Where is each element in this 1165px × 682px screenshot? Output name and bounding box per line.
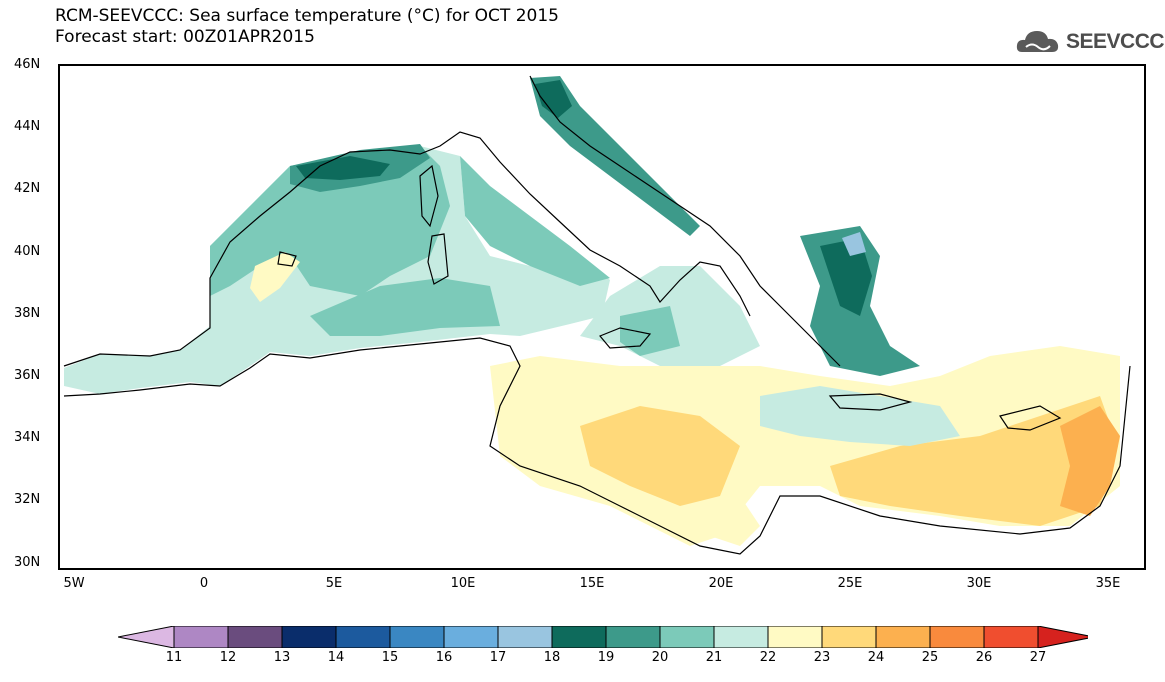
balearic-warm — [250, 252, 300, 302]
lat-label-30n: 30N — [14, 555, 41, 570]
colorbar-cell — [821, 625, 877, 649]
colorbar-label: 13 — [273, 650, 291, 665]
colorbar-cell — [335, 625, 391, 649]
colorbar-label: 20 — [651, 650, 669, 665]
colorbar-svg — [117, 625, 1095, 649]
adriatic — [530, 76, 700, 236]
lat-label-42n: 42N — [14, 181, 41, 196]
lon-label-20e: 20E — [708, 576, 734, 591]
lon-label-30e: 30E — [966, 576, 992, 591]
sst-map — [58, 64, 1146, 570]
colorbar-cell — [659, 625, 715, 649]
lon-label-35e: 35E — [1095, 576, 1121, 591]
colorbar-label: 25 — [921, 650, 939, 665]
lon-label-5e: 5E — [325, 576, 343, 591]
lon-label-25e: 25E — [837, 576, 863, 591]
aegean-core — [820, 238, 872, 316]
levantine-hot — [1060, 406, 1120, 516]
chart-subtitle: Forecast start: 00Z01APR2015 — [55, 27, 315, 47]
colorbar — [117, 625, 1095, 649]
tyrrhenian — [460, 156, 610, 286]
logo-text: SEEVCCC — [1066, 30, 1165, 53]
colorbar-label: 11 — [165, 650, 183, 665]
colorbar-cell — [767, 625, 823, 649]
seevccc-logo: SEEVCCC — [1016, 24, 1165, 58]
colorbar-label: 14 — [327, 650, 345, 665]
levantine-warm — [830, 396, 1118, 526]
adriatic-north — [535, 80, 572, 118]
coastlines — [63, 75, 1131, 555]
aegean-cool — [842, 232, 866, 256]
colorbar-label: 22 — [759, 650, 777, 665]
colorbar-cell — [173, 625, 229, 649]
ionian-west — [620, 306, 680, 356]
chart-title: RCM-SEEVCCC: Sea surface temperature (°C… — [55, 6, 559, 26]
colorbar-label: 26 — [975, 650, 993, 665]
colorbar-label: 21 — [705, 650, 723, 665]
algerian-band — [310, 278, 500, 336]
colorbar-cell — [929, 625, 985, 649]
colorbar-label: 17 — [489, 650, 507, 665]
colorbar-label: 24 — [867, 650, 885, 665]
colorbar-cell — [389, 625, 445, 649]
lat-label-34n: 34N — [14, 430, 41, 445]
colorbar-label: 23 — [813, 650, 831, 665]
gulf-of-lion-core — [296, 156, 390, 180]
western-basin-warm — [210, 146, 450, 296]
colorbar-low-arrow — [117, 625, 175, 649]
lat-label-44n: 44N — [14, 119, 41, 134]
gulf-of-sidra — [700, 496, 760, 546]
colorbar-cell — [713, 625, 769, 649]
colorbar-high-arrow — [1037, 625, 1095, 649]
colorbar-label: 27 — [1029, 650, 1047, 665]
lat-label-32n: 32N — [14, 492, 41, 507]
colorbar-cell — [281, 625, 337, 649]
lat-label-46n: 46N — [14, 57, 41, 72]
colorbar-cell — [227, 625, 283, 649]
lat-label-38n: 38N — [14, 306, 41, 321]
lon-label-5w: 5W — [63, 576, 85, 591]
colorbar-cell — [497, 625, 553, 649]
libyan-warm — [580, 406, 740, 506]
colorbar-cell — [983, 625, 1039, 649]
colorbar-label: 16 — [435, 650, 453, 665]
lon-label-10e: 10E — [450, 576, 476, 591]
colorbar-cell — [605, 625, 661, 649]
colorbar-cell — [443, 625, 499, 649]
lon-label-0: 0 — [199, 576, 209, 591]
lat-label-40n: 40N — [14, 244, 41, 259]
colorbar-cell — [551, 625, 607, 649]
colorbar-label: 15 — [381, 650, 399, 665]
lon-label-15e: 15E — [579, 576, 605, 591]
cloud-logo-icon — [1016, 31, 1059, 52]
lat-label-36n: 36N — [14, 368, 41, 383]
colorbar-cell — [875, 625, 931, 649]
colorbar-label: 19 — [597, 650, 615, 665]
crete-band — [760, 386, 960, 446]
colorbar-label: 18 — [543, 650, 561, 665]
map-canvas — [63, 75, 1131, 555]
colorbar-label: 12 — [219, 650, 237, 665]
